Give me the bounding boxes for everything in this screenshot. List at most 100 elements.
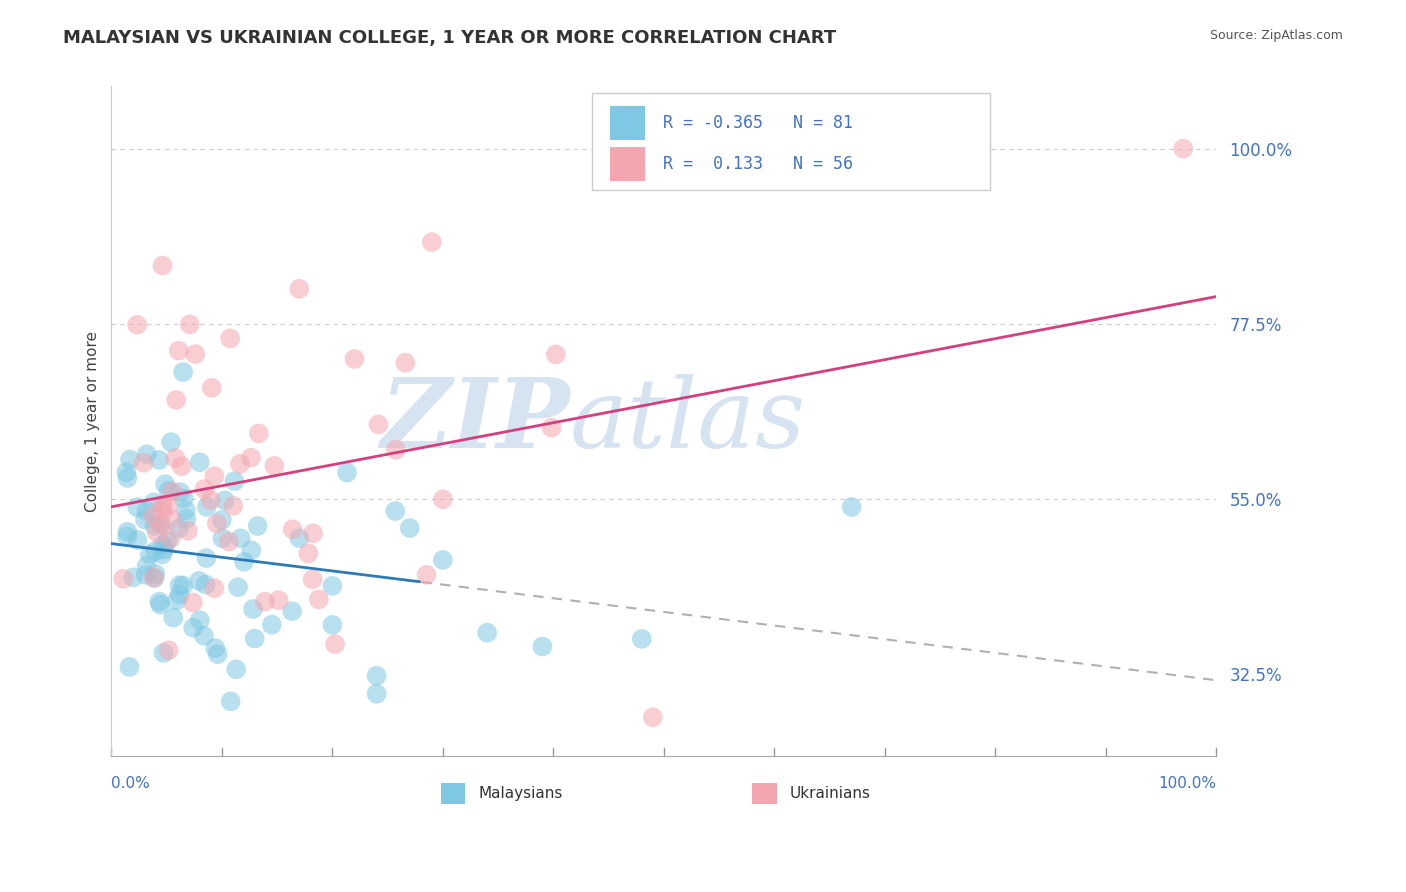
Point: [544, 347, 567, 361]
Point: [229, 457, 252, 471]
Point: [169, 578, 191, 592]
Point: [219, 331, 242, 345]
Point: [149, 516, 172, 531]
Point: [432, 553, 454, 567]
Point: [169, 485, 191, 500]
Point: [156, 534, 179, 549]
Point: [288, 531, 311, 545]
Point: [148, 453, 170, 467]
Text: Ukrainians: Ukrainians: [790, 786, 870, 801]
Point: [384, 504, 406, 518]
Point: [301, 572, 323, 586]
Point: [159, 532, 181, 546]
Point: [336, 466, 359, 480]
Text: 100.0%: 100.0%: [1159, 776, 1216, 790]
Point: [181, 595, 204, 609]
Point: [127, 533, 149, 547]
Point: [122, 570, 145, 584]
Point: [150, 547, 173, 561]
Point: [117, 524, 139, 539]
Point: [394, 356, 416, 370]
Point: [188, 613, 211, 627]
FancyBboxPatch shape: [592, 93, 990, 190]
Point: [260, 617, 283, 632]
Point: [173, 491, 195, 506]
Point: [366, 669, 388, 683]
Point: [149, 598, 172, 612]
Point: [166, 593, 188, 607]
FancyBboxPatch shape: [610, 106, 645, 140]
Text: Source: ZipAtlas.com: Source: ZipAtlas.com: [1209, 29, 1343, 42]
Point: [246, 519, 269, 533]
Point: [420, 235, 443, 249]
Point: [172, 578, 194, 592]
Point: [297, 546, 319, 560]
Point: [366, 687, 388, 701]
Point: [267, 593, 290, 607]
Point: [247, 426, 270, 441]
Point: [225, 662, 247, 676]
Point: [242, 602, 264, 616]
Point: [167, 343, 190, 358]
Point: [169, 588, 191, 602]
Point: [139, 548, 162, 562]
Text: R =  0.133   N = 56: R = 0.133 N = 56: [662, 155, 853, 173]
Point: [134, 512, 156, 526]
Point: [142, 495, 165, 509]
Point: [146, 525, 169, 540]
Point: [321, 618, 343, 632]
Text: ZIP: ZIP: [381, 375, 569, 468]
Text: atlas: atlas: [569, 375, 806, 468]
FancyBboxPatch shape: [610, 147, 645, 181]
Point: [179, 318, 201, 332]
Point: [211, 513, 233, 527]
Point: [204, 469, 226, 483]
Point: [115, 529, 138, 543]
Text: R = -0.365   N = 81: R = -0.365 N = 81: [662, 114, 853, 132]
Point: [127, 318, 149, 332]
Point: [148, 594, 170, 608]
Point: [207, 647, 229, 661]
Y-axis label: College, 1 year or more: College, 1 year or more: [86, 331, 100, 512]
Point: [152, 538, 174, 552]
Point: [118, 660, 141, 674]
Point: [112, 572, 135, 586]
Point: [135, 568, 157, 582]
Point: [200, 493, 222, 508]
Point: [321, 579, 343, 593]
Point: [143, 571, 166, 585]
Point: [157, 643, 180, 657]
Point: [118, 452, 141, 467]
Point: [398, 521, 420, 535]
Point: [152, 498, 174, 512]
Text: Malaysians: Malaysians: [478, 786, 562, 801]
Point: [135, 447, 157, 461]
Point: [160, 513, 183, 527]
Point: [432, 492, 454, 507]
Point: [531, 640, 554, 654]
Point: [841, 500, 863, 514]
Point: [172, 365, 194, 379]
Point: [177, 524, 200, 538]
Point: [152, 503, 174, 517]
Text: 0.0%: 0.0%: [111, 776, 150, 790]
FancyBboxPatch shape: [440, 783, 465, 805]
Point: [415, 567, 437, 582]
Point: [253, 594, 276, 608]
Point: [117, 471, 139, 485]
Point: [218, 534, 240, 549]
Point: [165, 451, 187, 466]
Point: [167, 522, 190, 536]
Point: [211, 532, 233, 546]
Point: [184, 347, 207, 361]
Point: [219, 694, 242, 708]
FancyBboxPatch shape: [752, 783, 776, 805]
Point: [214, 493, 236, 508]
Point: [127, 500, 149, 515]
Point: [224, 474, 246, 488]
Point: [170, 459, 193, 474]
Point: [233, 555, 256, 569]
Point: [143, 566, 166, 581]
Point: [142, 570, 165, 584]
Point: [540, 420, 562, 434]
